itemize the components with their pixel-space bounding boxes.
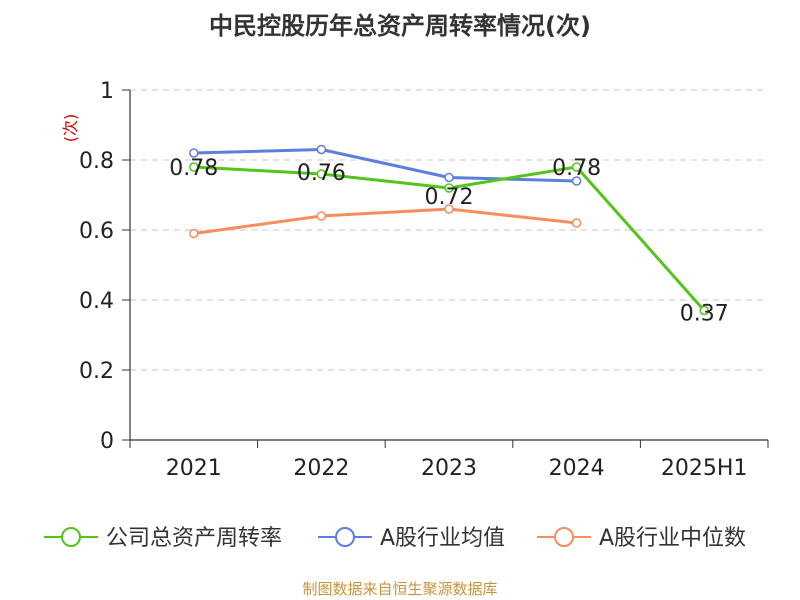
data-point xyxy=(571,218,582,228)
data-point xyxy=(444,172,454,183)
y-tick-label: 0 xyxy=(100,429,114,454)
x-tick-label: 2023 xyxy=(421,456,477,481)
y-axis-label: (次) xyxy=(61,114,80,143)
source-note: 制图数据来自恒生聚源数据库 xyxy=(302,580,498,598)
series-line xyxy=(193,148,577,183)
data-label: 0.37 xyxy=(680,302,729,327)
data-point xyxy=(189,148,199,158)
y-tick-label: 0.4 xyxy=(79,289,114,314)
data-point xyxy=(444,204,454,214)
y-tick-label: 0.2 xyxy=(79,359,114,384)
data-point xyxy=(571,162,582,172)
x-tick-label: 2024 xyxy=(549,456,605,481)
legend-marker xyxy=(335,527,355,547)
series-lines xyxy=(189,144,709,316)
legend[interactable]: 公司总资产周转率 A股行业均值 A股行业中位数 xyxy=(44,526,746,551)
data-point xyxy=(316,144,327,155)
y-tick-label: 1 xyxy=(100,79,114,104)
data-label: 0.78 xyxy=(169,156,218,181)
data-point xyxy=(189,162,199,172)
legend-item[interactable]: A股行业中位数 xyxy=(537,526,746,551)
y-tick-label: 0.8 xyxy=(79,149,114,174)
series-line xyxy=(193,207,577,235)
legend-label: A股行业中位数 xyxy=(599,526,746,551)
gridlines xyxy=(130,89,768,371)
legend-marker xyxy=(61,527,81,547)
legend-label: 公司总资产周转率 xyxy=(106,526,282,551)
legend-marker xyxy=(554,527,574,547)
legend-item[interactable]: 公司总资产周转率 xyxy=(44,526,282,551)
y-tick-label: 0.6 xyxy=(79,219,114,244)
x-tick-label: 2021 xyxy=(166,456,222,481)
data-point xyxy=(316,169,327,179)
chart-title: 中民控股历年总资产周转率情况(次) xyxy=(209,12,591,40)
legend-item[interactable]: A股行业均值 xyxy=(318,526,505,551)
data-point xyxy=(571,176,582,186)
data-label: 0.72 xyxy=(425,185,474,210)
data-point xyxy=(316,211,327,221)
x-tick-label: 2025H1 xyxy=(661,456,748,481)
data-point xyxy=(189,228,199,239)
data-labels: 0.78 0.76 0.72 0.78 0.37 xyxy=(169,156,728,327)
axes: 0 0.2 0.4 0.6 0.8 1 2021 2022 2023 2024 2025H1 xyxy=(79,79,769,481)
data-label: 0.78 xyxy=(552,156,601,181)
data-point xyxy=(699,305,709,316)
data-point xyxy=(444,183,454,193)
x-tick-label: 2022 xyxy=(293,456,349,481)
data-label: 0.76 xyxy=(297,161,346,186)
legend-label: A股行业均值 xyxy=(380,526,505,551)
